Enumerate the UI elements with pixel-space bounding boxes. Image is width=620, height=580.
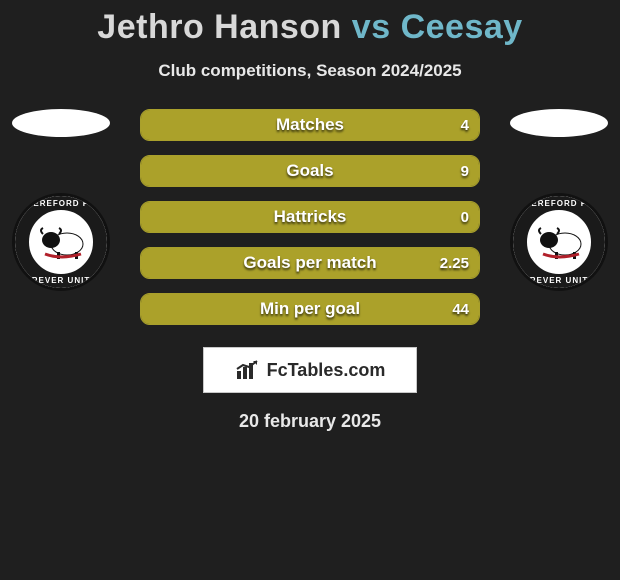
stat-bar-row: Hattricks0 — [140, 201, 480, 233]
page-title: Jethro Hanson vs Ceesay — [0, 0, 620, 47]
vs-text: vs — [352, 8, 391, 46]
player1-column: HEREFORD FC FOREVER UNITED — [6, 109, 116, 291]
brand-badge: FcTables.com — [203, 347, 417, 393]
subtitle: Club competitions, Season 2024/2025 — [0, 61, 620, 81]
player2-column: HEREFORD FC FOREVER UNITED — [504, 109, 614, 291]
bar-value-right: 9 — [461, 156, 469, 186]
player1-silhouette — [12, 109, 110, 137]
bar-fill-left — [141, 110, 479, 140]
bull-icon — [535, 224, 585, 260]
bull-icon — [37, 224, 87, 260]
date-text: 20 february 2025 — [0, 411, 620, 432]
stat-bar-row: Goals per match2.25 — [140, 247, 480, 279]
player1-name: Jethro Hanson — [97, 8, 342, 46]
stat-bars: Matches4 Goals9 Hattricks0 Goals per match2… — [140, 109, 480, 339]
bar-value-right: 2.25 — [440, 248, 469, 278]
brand-text: FcTables.com — [267, 360, 386, 381]
bar-fill-left — [141, 156, 479, 186]
bar-value-right: 0 — [461, 202, 469, 232]
bar-fill-left — [141, 248, 479, 278]
crest-text-bottom: FOREVER UNITED — [15, 276, 107, 285]
stat-bar-row: Matches4 — [140, 109, 480, 141]
crest-text-bottom: FOREVER UNITED — [513, 276, 605, 285]
stat-bar-row: Min per goal44 — [140, 293, 480, 325]
bar-fill-left — [141, 294, 479, 324]
crest-text-top: HEREFORD FC — [513, 199, 605, 208]
player1-club-crest: HEREFORD FC FOREVER UNITED — [12, 193, 110, 291]
bar-fill-left — [141, 202, 479, 232]
bar-value-right: 44 — [452, 294, 469, 324]
bar-value-right: 4 — [461, 110, 469, 140]
chart-icon — [235, 359, 261, 381]
crest-text-top: HEREFORD FC — [15, 199, 107, 208]
comparison-body: HEREFORD FC FOREVER UNITED Matches4 Goals… — [0, 109, 620, 329]
player2-club-crest: HEREFORD FC FOREVER UNITED — [510, 193, 608, 291]
stat-bar-row: Goals9 — [140, 155, 480, 187]
player2-name: Ceesay — [401, 8, 523, 46]
player2-silhouette — [510, 109, 608, 137]
